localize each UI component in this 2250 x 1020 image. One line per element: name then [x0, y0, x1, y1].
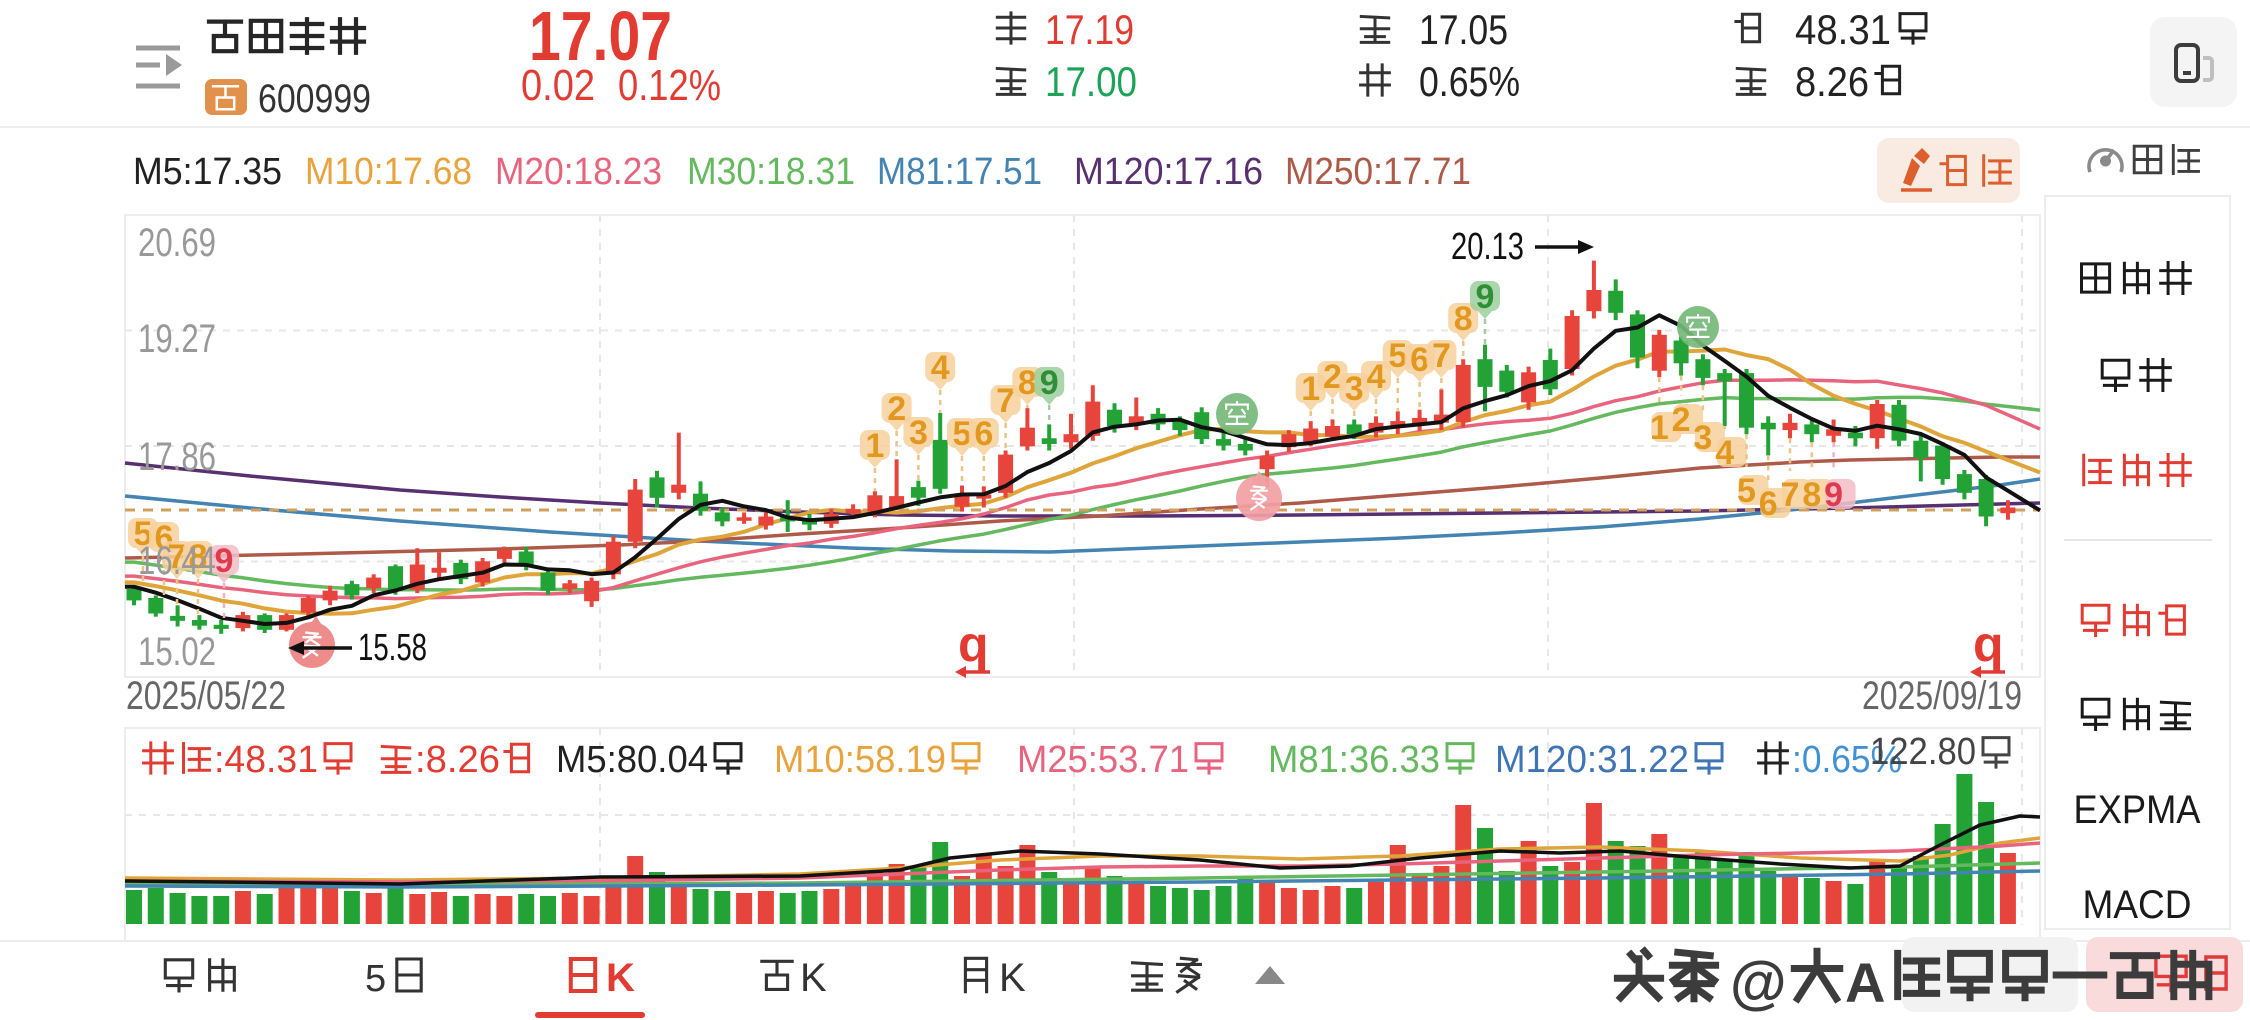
- svg-text:15.02: 15.02: [138, 630, 216, 674]
- svg-text:600999: 600999: [258, 77, 371, 121]
- svg-text:1: 1: [1650, 409, 1669, 447]
- svg-text:17.07: 17.07: [529, 0, 672, 75]
- svg-text:q: q: [958, 616, 989, 672]
- svg-text:M120:17.16: M120:17.16: [1074, 151, 1263, 193]
- svg-text:5: 5: [1737, 472, 1756, 510]
- svg-text:M30:18.31: M30:18.31: [687, 151, 855, 193]
- svg-text:5: 5: [134, 515, 153, 553]
- svg-text:4: 4: [1715, 434, 1734, 472]
- svg-text:20.69: 20.69: [138, 221, 216, 265]
- svg-text:M25:53.71: M25:53.71: [1017, 739, 1189, 781]
- svg-text:2025/09/19: 2025/09/19: [1862, 674, 2022, 718]
- svg-text:8: 8: [1454, 300, 1473, 338]
- svg-text:5: 5: [365, 958, 386, 1000]
- svg-text:3: 3: [1345, 370, 1364, 408]
- svg-text:M120:31.22: M120:31.22: [1495, 739, 1689, 781]
- svg-text::8.26: :8.26: [415, 739, 500, 781]
- svg-text:3: 3: [1693, 419, 1712, 457]
- svg-text:9: 9: [1040, 364, 1059, 402]
- svg-text:2: 2: [1323, 358, 1342, 396]
- svg-text:MACD: MACD: [2083, 883, 2192, 927]
- svg-text:8: 8: [1018, 364, 1037, 402]
- svg-text:2: 2: [887, 390, 906, 428]
- svg-text:6: 6: [1410, 341, 1429, 379]
- svg-text:7: 7: [1781, 476, 1800, 514]
- svg-text:8: 8: [1802, 476, 1821, 514]
- svg-text:@: @: [1730, 950, 1787, 1015]
- svg-text:2025/05/22: 2025/05/22: [126, 674, 286, 718]
- svg-text:4: 4: [931, 349, 950, 387]
- svg-text:EXPMA: EXPMA: [2074, 788, 2201, 832]
- svg-text:M5:17.35: M5:17.35: [133, 151, 282, 193]
- svg-text:8: 8: [189, 538, 208, 576]
- svg-text::48.31: :48.31: [214, 739, 318, 781]
- svg-text:M10:17.68: M10:17.68: [305, 151, 472, 193]
- svg-text:17.00: 17.00: [1045, 58, 1137, 105]
- svg-text:16.44: 16.44: [138, 539, 216, 583]
- svg-text:17.86: 17.86: [138, 435, 216, 479]
- svg-text:1: 1: [1301, 370, 1320, 408]
- svg-text:K: K: [800, 956, 827, 1000]
- svg-text:K: K: [606, 956, 635, 1000]
- svg-text:q: q: [1973, 616, 2004, 672]
- svg-text:7: 7: [996, 382, 1015, 420]
- svg-text:48.31: 48.31: [1795, 6, 1891, 53]
- svg-text:1: 1: [865, 427, 884, 465]
- svg-text:5: 5: [953, 415, 972, 453]
- svg-text:5: 5: [1388, 337, 1407, 375]
- svg-text:15.58: 15.58: [358, 627, 427, 669]
- svg-text:122.80: 122.80: [1870, 731, 1976, 773]
- svg-text:M5:80.04: M5:80.04: [556, 739, 708, 781]
- svg-text::0.65%: :0.65%: [1792, 739, 1902, 781]
- svg-text:9: 9: [215, 542, 234, 580]
- svg-text:6: 6: [1759, 485, 1778, 523]
- svg-text:A: A: [1845, 951, 1885, 1014]
- svg-text:8.26: 8.26: [1795, 58, 1869, 105]
- svg-text:M20:18.23: M20:18.23: [495, 151, 662, 193]
- svg-text:M250:17.71: M250:17.71: [1285, 151, 1471, 193]
- svg-text:7: 7: [1432, 337, 1451, 375]
- svg-text:7: 7: [168, 538, 187, 576]
- svg-text:9: 9: [1476, 278, 1495, 316]
- svg-text:M10:58.19: M10:58.19: [774, 739, 946, 781]
- svg-text:0.12%: 0.12%: [618, 61, 721, 110]
- svg-text:M81:17.51: M81:17.51: [877, 151, 1042, 193]
- svg-text:3: 3: [909, 414, 928, 452]
- svg-text:4: 4: [1367, 358, 1386, 396]
- svg-text:9: 9: [1824, 476, 1843, 514]
- svg-text:M81:36.33: M81:36.33: [1268, 739, 1440, 781]
- svg-text:0.65%: 0.65%: [1419, 58, 1520, 105]
- svg-text:19.27: 19.27: [138, 317, 216, 361]
- svg-text:K: K: [999, 956, 1026, 1000]
- svg-text:6: 6: [974, 415, 993, 453]
- svg-text:17.05: 17.05: [1419, 6, 1508, 53]
- svg-text:20.13: 20.13: [1451, 226, 1524, 268]
- svg-text:0.02: 0.02: [521, 61, 595, 110]
- svg-text:2: 2: [1672, 401, 1691, 439]
- svg-text:17.19: 17.19: [1045, 6, 1134, 53]
